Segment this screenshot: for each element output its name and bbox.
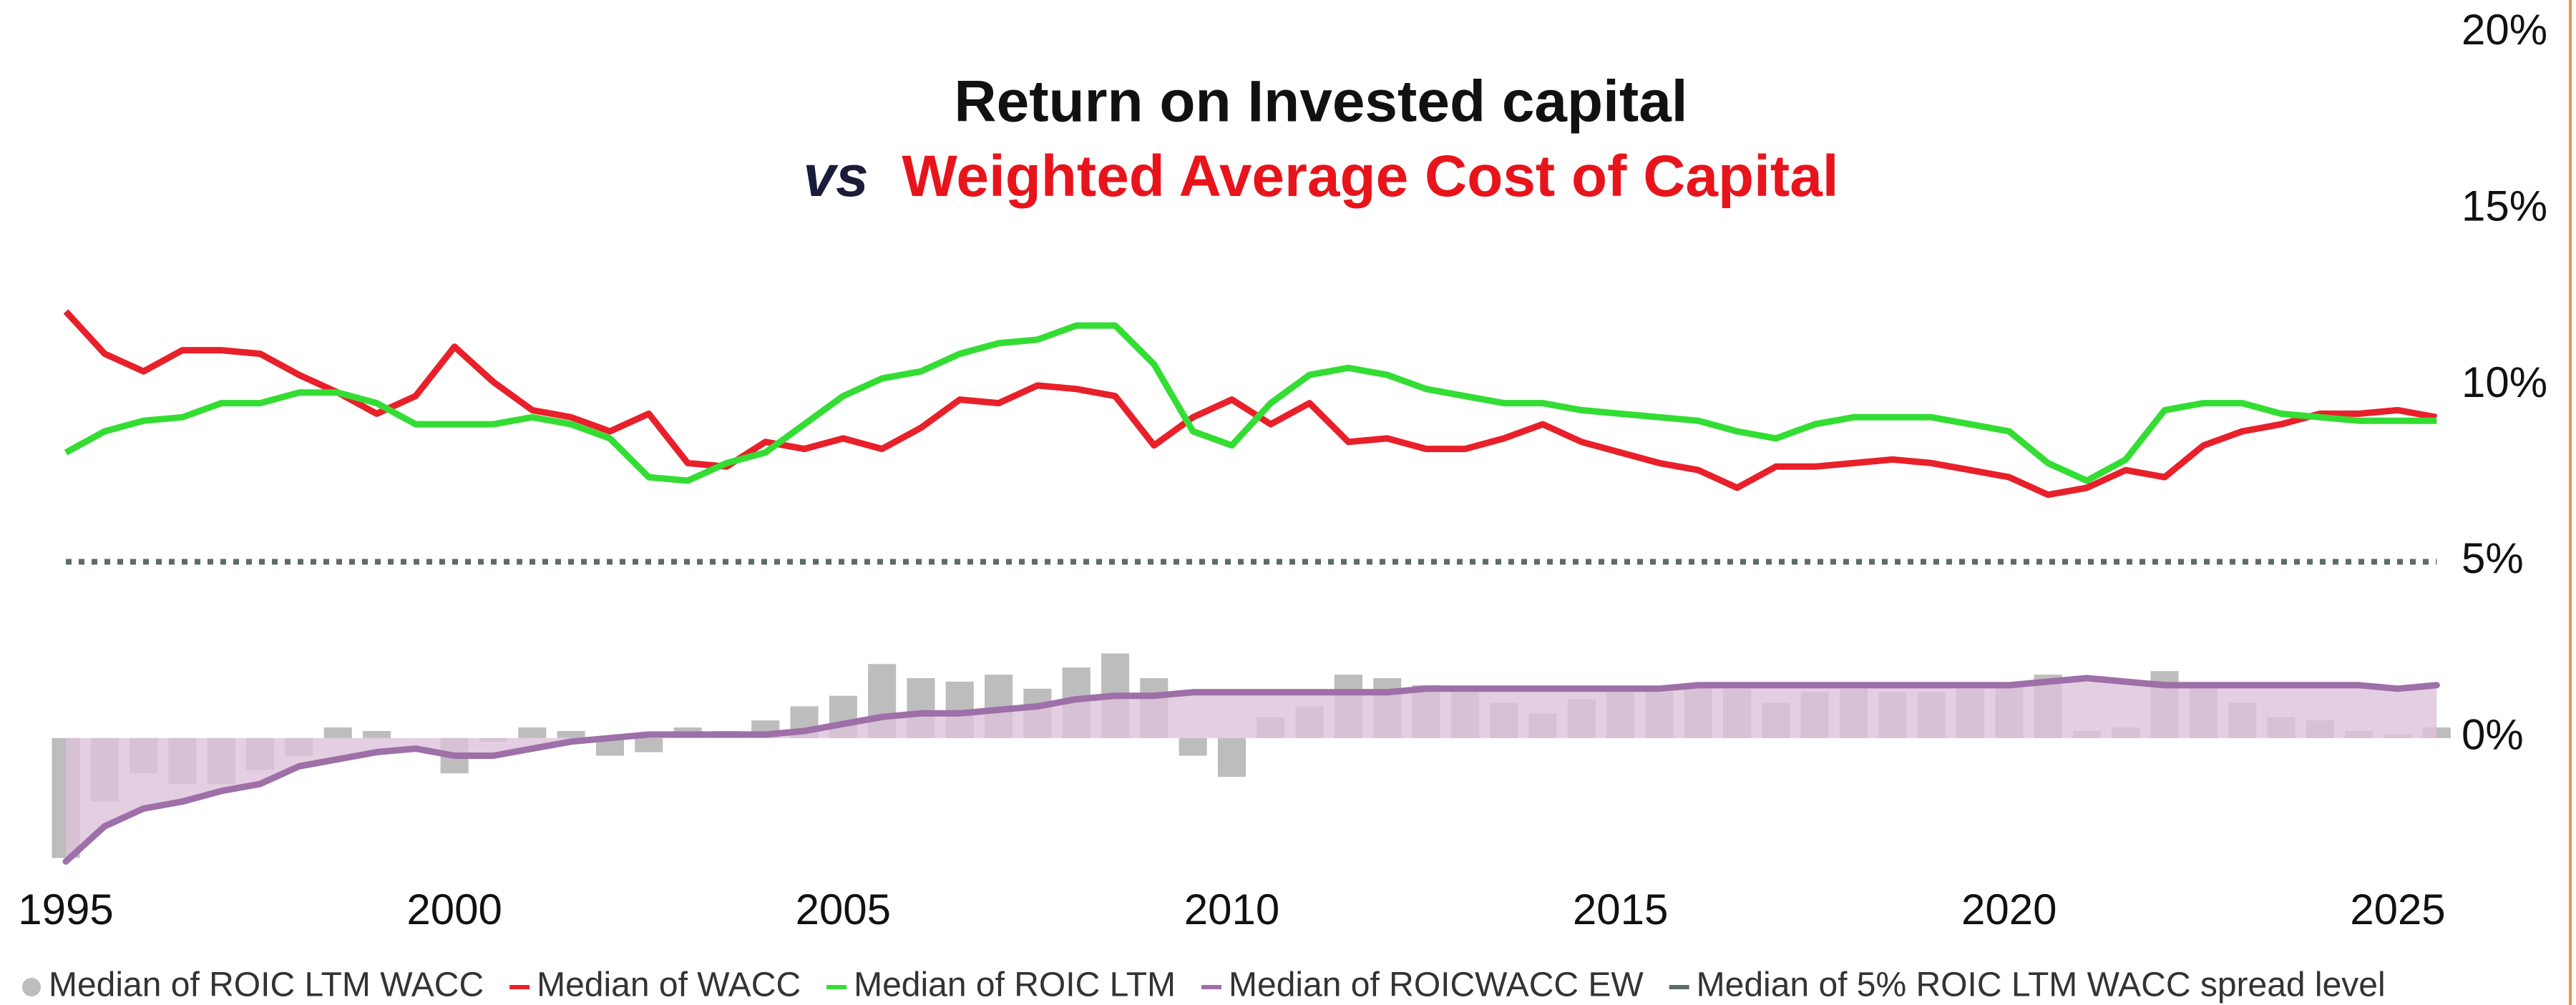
bar [635, 737, 663, 752]
subtitle-prefix: vs [803, 144, 868, 209]
y-tick-label: 0% [2462, 711, 2524, 759]
bar [1179, 737, 1207, 756]
x-tick-label: 2020 [1961, 886, 2057, 933]
bar [323, 727, 352, 738]
x-tick-label: 2000 [406, 886, 502, 933]
line [62, 675, 2440, 865]
bar [518, 727, 547, 738]
x-tick-label: 2015 [1573, 886, 1668, 933]
legend-label: Median of 5% ROIC LTM WACC spread level [1697, 966, 2386, 1004]
line [64, 322, 2437, 484]
line [63, 309, 2438, 499]
x-tick-label: 2005 [796, 886, 891, 933]
legend-label: Median of ROICWACC EW [1229, 966, 1644, 1004]
y-tick-label: 20% [2462, 6, 2547, 54]
legend-label: Median of WACC [537, 966, 801, 1004]
area [66, 678, 2437, 862]
y-tick-label: 15% [2462, 182, 2547, 230]
bar [362, 730, 391, 738]
legend-marker [22, 978, 41, 996]
x-tick-label: 2010 [1184, 886, 1279, 933]
x-tick-label: 1995 [18, 886, 113, 933]
bar [557, 730, 585, 738]
bar [1217, 737, 1246, 778]
subtitle-text: Weighted Average Cost of Capital [902, 144, 1838, 209]
legend-label: Median of ROIC LTM [854, 966, 1176, 1004]
y-tick-label: 10% [2462, 358, 2547, 406]
chart-title: Return on Invested capital [954, 69, 1687, 134]
x-tick-label: 2025 [2350, 886, 2445, 933]
legend-label: Median of ROIC LTM WACC [49, 966, 484, 1004]
y-tick-label: 5% [2462, 534, 2524, 582]
chart-subtitle: vs Weighted Average Cost of Capital [803, 144, 1838, 209]
